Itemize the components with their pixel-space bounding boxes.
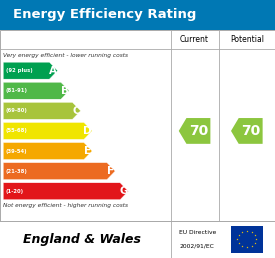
Polygon shape — [231, 118, 263, 144]
Polygon shape — [3, 123, 92, 139]
Polygon shape — [3, 62, 57, 79]
Text: (55-68): (55-68) — [6, 128, 28, 133]
Text: EU Directive: EU Directive — [179, 230, 216, 235]
Text: B: B — [60, 86, 68, 96]
Text: C: C — [72, 106, 80, 116]
Bar — [231, 226, 263, 253]
Text: (1-20): (1-20) — [6, 189, 24, 194]
Polygon shape — [3, 102, 81, 119]
Text: Potential: Potential — [230, 35, 264, 44]
Text: (39-54): (39-54) — [6, 149, 27, 154]
Text: 70: 70 — [241, 124, 260, 138]
Text: (21-38): (21-38) — [6, 169, 28, 174]
Text: (69-80): (69-80) — [6, 108, 28, 113]
Polygon shape — [3, 82, 69, 99]
Text: D: D — [83, 126, 92, 136]
Text: Very energy efficient - lower running costs: Very energy efficient - lower running co… — [3, 53, 128, 58]
Polygon shape — [3, 163, 115, 180]
Text: Not energy efficient - higher running costs: Not energy efficient - higher running co… — [3, 203, 128, 207]
Text: A: A — [49, 66, 57, 76]
Text: F: F — [107, 166, 114, 176]
Text: (81-91): (81-91) — [6, 88, 28, 93]
Text: E: E — [84, 146, 91, 156]
Text: Current: Current — [180, 35, 209, 44]
Polygon shape — [3, 183, 128, 200]
Polygon shape — [179, 118, 210, 144]
Text: (92 plus): (92 plus) — [6, 68, 32, 73]
Polygon shape — [3, 143, 92, 159]
Text: England & Wales: England & Wales — [23, 233, 141, 246]
Text: Energy Efficiency Rating: Energy Efficiency Rating — [13, 8, 196, 21]
Text: G: G — [120, 186, 128, 196]
Polygon shape — [0, 0, 275, 30]
Text: 70: 70 — [189, 124, 208, 138]
Text: 2002/91/EC: 2002/91/EC — [180, 243, 215, 248]
